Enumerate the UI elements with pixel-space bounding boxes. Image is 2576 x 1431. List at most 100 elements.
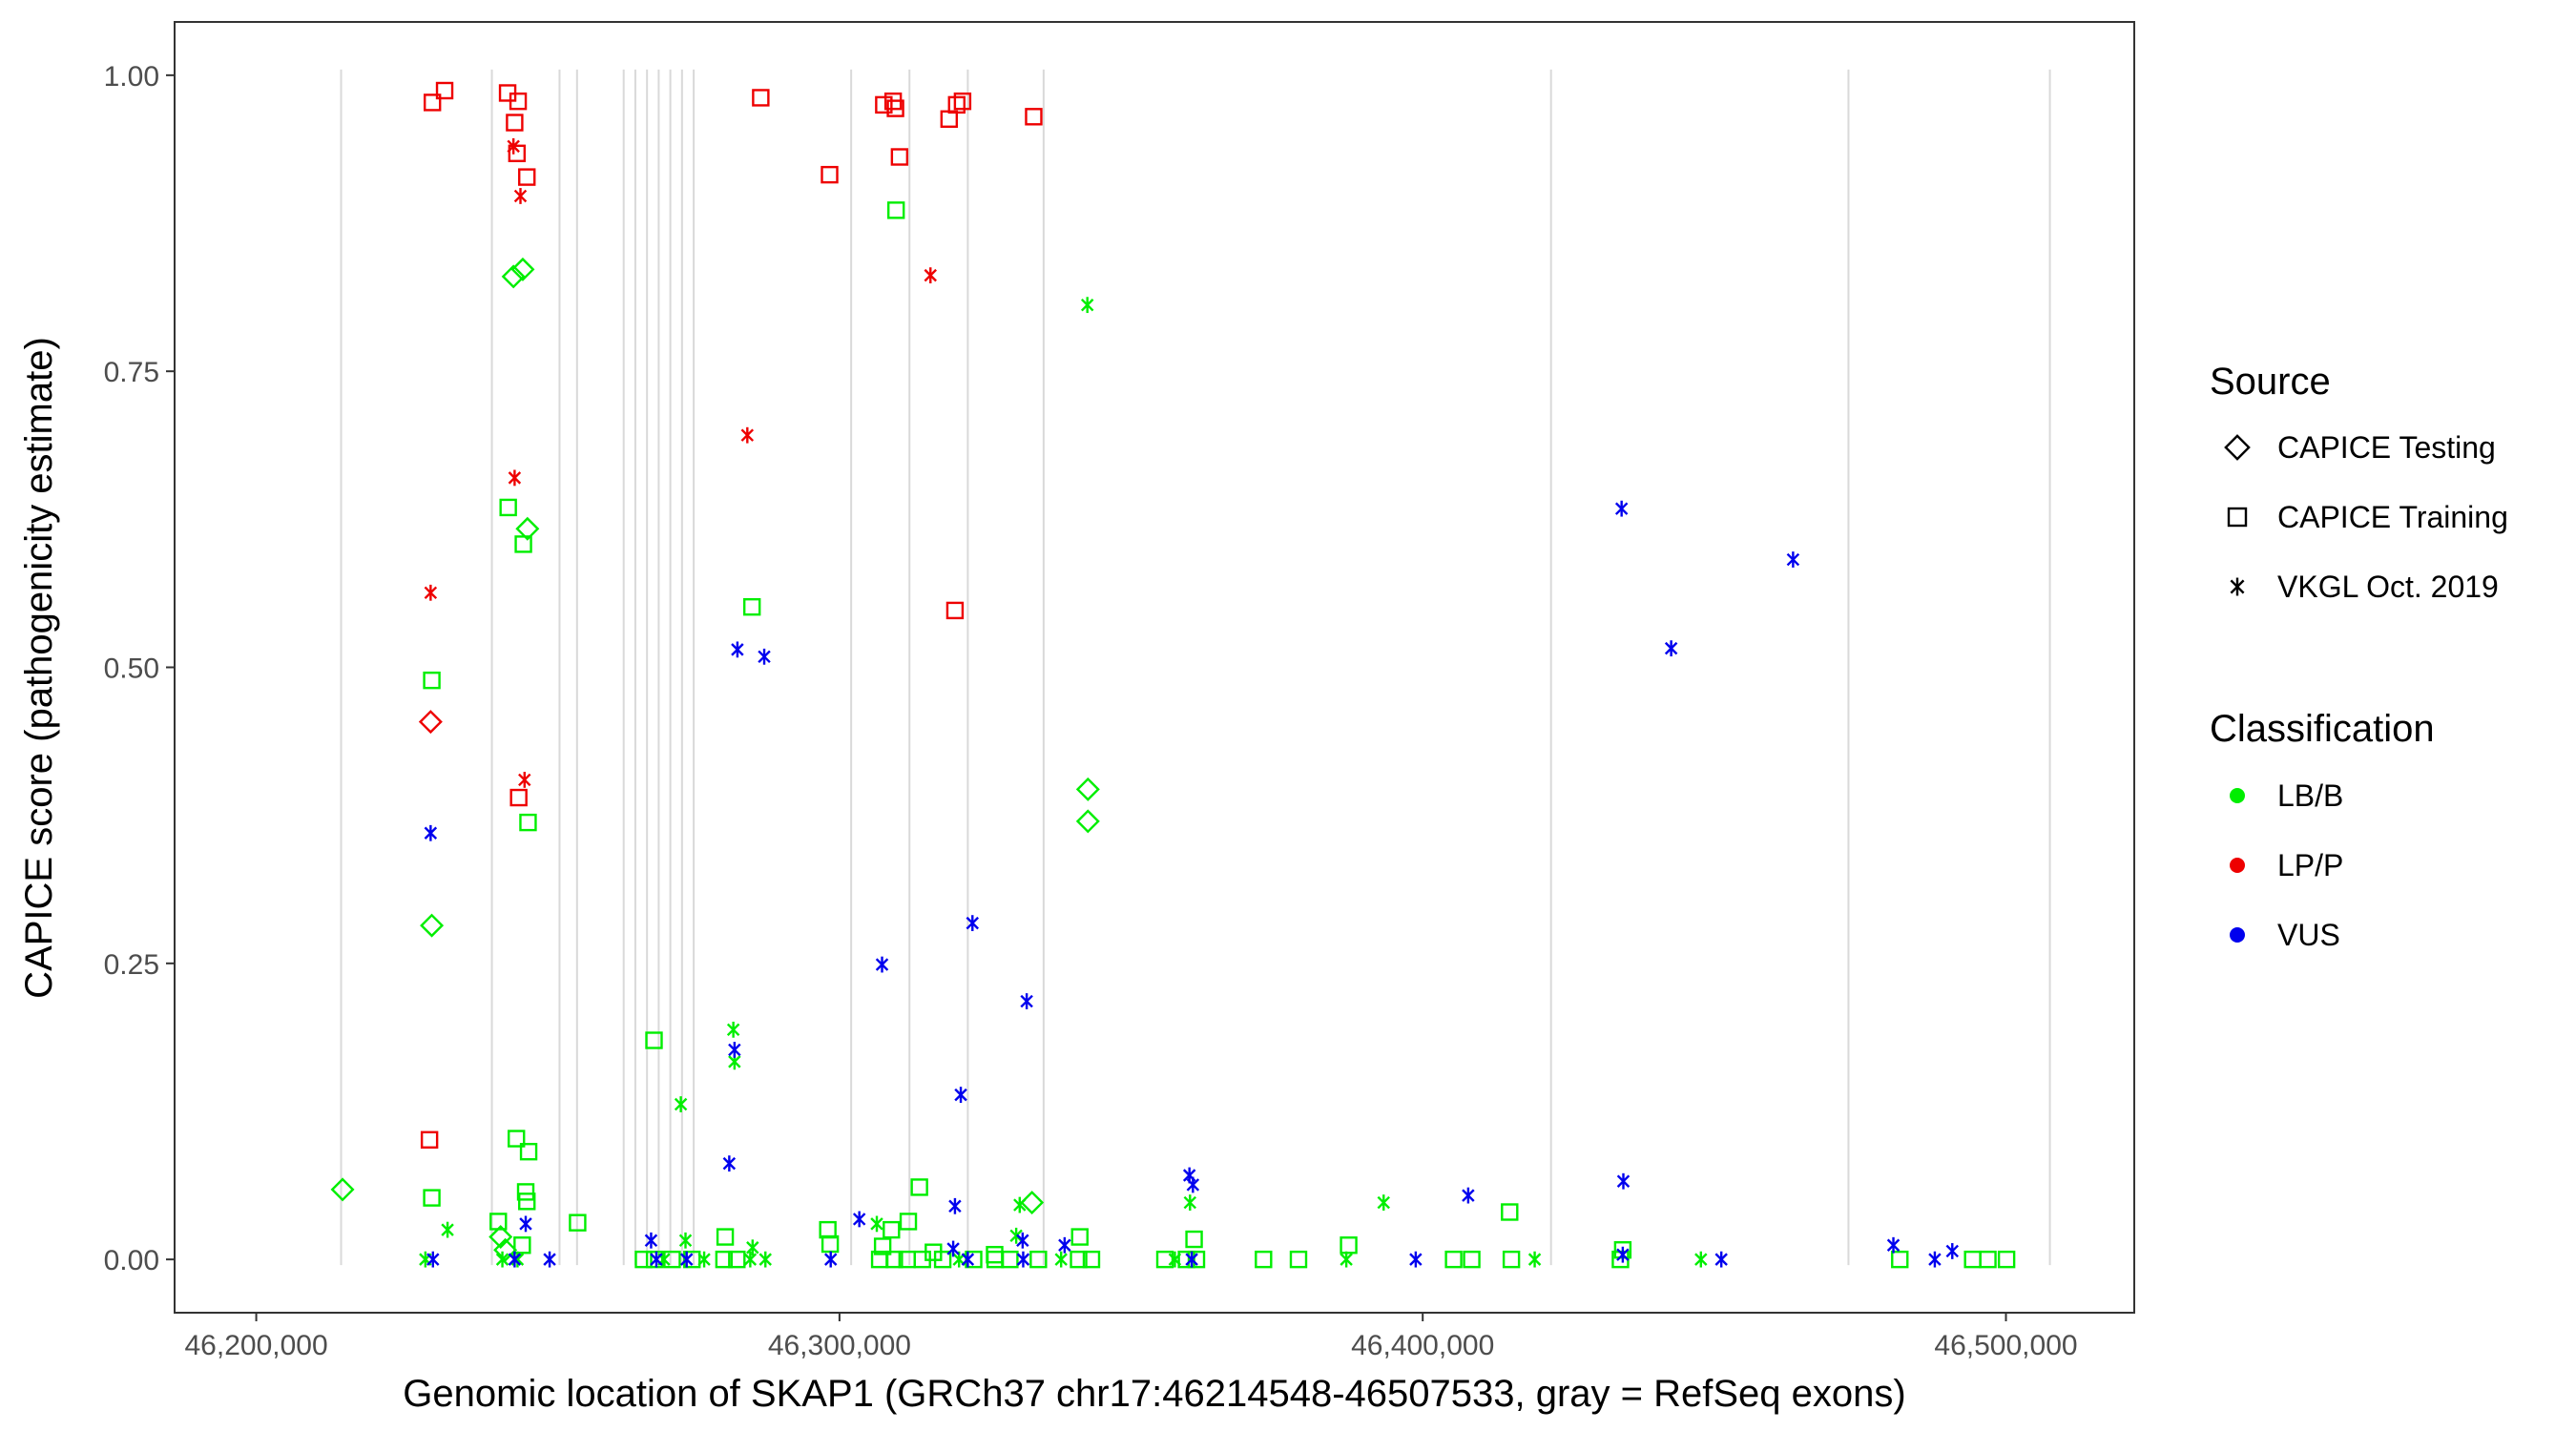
data-point xyxy=(924,267,937,284)
data-point xyxy=(1020,993,1033,1009)
data-point xyxy=(852,1211,866,1228)
data-point xyxy=(873,1237,892,1255)
data-point xyxy=(728,1250,746,1269)
data-point xyxy=(726,1021,740,1038)
legend-source-key xyxy=(2227,507,2248,528)
data-point xyxy=(420,913,445,938)
data-point xyxy=(910,1178,928,1196)
x-axis-label: Genomic location of SKAP1 (GRCh37 chr17:… xyxy=(403,1373,1905,1415)
data-point xyxy=(743,1251,758,1268)
data-point xyxy=(946,1240,960,1257)
data-point xyxy=(1891,1250,1909,1269)
legend-source-key xyxy=(2230,577,2245,596)
legend-source-title: Source xyxy=(2210,361,2331,403)
data-point xyxy=(1255,1250,1273,1269)
data-point xyxy=(890,148,909,166)
data-point xyxy=(1694,1251,1708,1268)
data-point xyxy=(1001,1250,1019,1269)
data-point xyxy=(953,92,972,111)
x-tick-label: 46,300,000 xyxy=(768,1330,911,1361)
legend-source-label: VKGL Oct. 2019 xyxy=(2277,570,2499,604)
data-point xyxy=(680,1251,694,1268)
data-point xyxy=(1616,1172,1631,1190)
data-point xyxy=(495,1251,509,1268)
data-point xyxy=(821,165,839,184)
data-point xyxy=(509,92,528,111)
y-axis-label: CAPICE score (pathogenicity estimate) xyxy=(18,337,60,999)
data-point xyxy=(518,168,536,186)
data-point xyxy=(1070,1250,1088,1269)
data-point xyxy=(514,535,532,553)
exon-lines xyxy=(340,69,2051,1266)
data-point xyxy=(1409,1251,1423,1268)
data-point xyxy=(728,1042,741,1058)
data-point xyxy=(875,956,889,973)
data-point xyxy=(870,1215,883,1233)
legend-classification-key xyxy=(2230,788,2245,803)
data-point xyxy=(1080,297,1094,314)
data-point xyxy=(435,81,454,100)
data-point xyxy=(961,1251,975,1268)
data-point xyxy=(1185,1251,1198,1268)
y-axis: 0.00 0.25 0.50 0.75 1.00 xyxy=(104,61,175,1276)
data-point xyxy=(506,114,524,132)
data-point xyxy=(645,1250,664,1269)
data-point xyxy=(543,1251,556,1268)
data-point xyxy=(634,1250,653,1269)
data-point xyxy=(518,1192,536,1211)
data-point xyxy=(423,93,442,112)
data-point xyxy=(1501,1203,1519,1221)
data-point xyxy=(1082,1250,1101,1269)
data-point xyxy=(740,426,755,444)
data-point xyxy=(886,99,904,117)
data-point xyxy=(823,1251,838,1268)
x-axis: 46,200,000 46,300,000 46,400,000 46,500,000 xyxy=(185,1313,2078,1361)
data-point xyxy=(1186,1176,1200,1193)
data-point xyxy=(886,201,905,219)
data-point xyxy=(742,597,761,616)
legend-classification-label: VUS xyxy=(2277,918,2340,952)
data-point xyxy=(1664,640,1678,657)
data-point xyxy=(424,824,438,841)
data-point xyxy=(1614,500,1629,517)
data-point xyxy=(1183,1194,1197,1211)
legend-source-label: CAPICE Testing xyxy=(2277,430,2496,465)
data-point xyxy=(945,601,965,620)
data-point xyxy=(966,915,980,932)
data-point xyxy=(965,1250,983,1269)
data-point xyxy=(1527,1251,1542,1268)
data-point xyxy=(1928,1251,1942,1268)
legend-source-label: CAPICE Training xyxy=(2277,500,2508,534)
data-point xyxy=(899,1213,918,1231)
data-point xyxy=(1155,1250,1174,1269)
data-point xyxy=(1340,1251,1353,1268)
data-point xyxy=(731,641,744,658)
data-point xyxy=(1020,1191,1045,1215)
data-point xyxy=(758,1251,772,1268)
data-point xyxy=(488,1225,513,1250)
data-point xyxy=(423,1189,441,1207)
data-point xyxy=(507,137,520,155)
data-point xyxy=(508,469,522,487)
data-point xyxy=(1016,1232,1029,1249)
data-point xyxy=(1444,1250,1463,1269)
data-point xyxy=(1886,1236,1901,1254)
data-point xyxy=(722,1155,737,1172)
data-point xyxy=(501,264,526,289)
data-point xyxy=(510,257,535,281)
data-point xyxy=(441,1221,454,1238)
data-point xyxy=(1289,1250,1308,1269)
data-point xyxy=(508,144,527,162)
data-point xyxy=(1463,1250,1481,1269)
data-point xyxy=(493,1237,518,1262)
data-point xyxy=(883,1220,901,1239)
data-point xyxy=(519,1215,532,1233)
data-point xyxy=(644,1232,658,1249)
data-point xyxy=(519,813,537,832)
data-point xyxy=(875,95,893,114)
legend-classification-key xyxy=(2230,858,2245,873)
data-point xyxy=(330,1177,355,1202)
data-point xyxy=(499,498,517,517)
data-point xyxy=(516,1183,535,1201)
